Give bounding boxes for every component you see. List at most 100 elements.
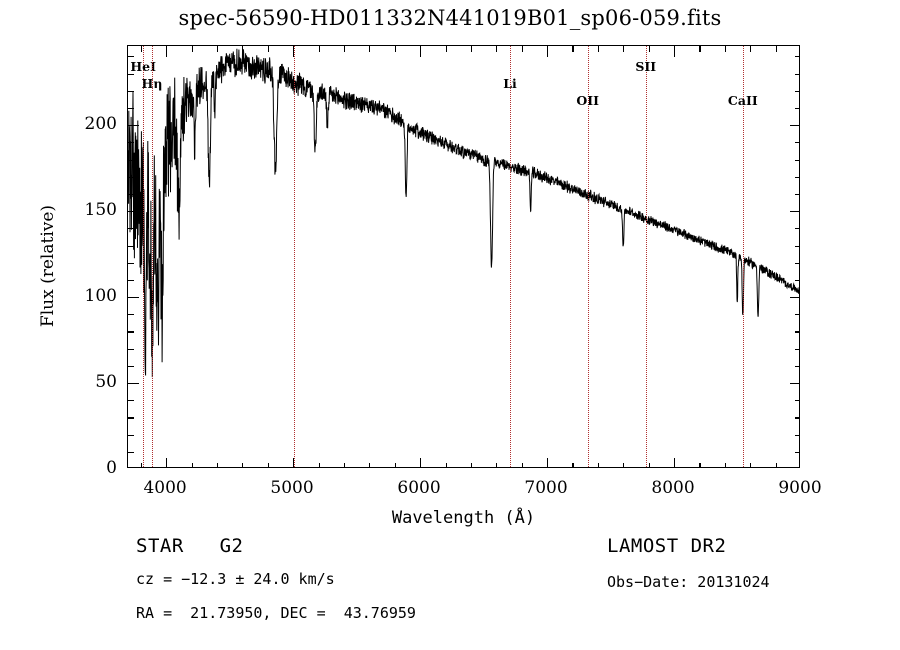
x-tick-top bbox=[572, 46, 574, 52]
x-tick-top bbox=[445, 46, 447, 52]
y-tick-right bbox=[795, 365, 799, 367]
spectral-line-marker bbox=[294, 46, 296, 467]
x-tick-top bbox=[470, 46, 472, 52]
y-tick-left bbox=[128, 56, 134, 58]
y-tick-right bbox=[795, 159, 799, 161]
x-tick-bottom bbox=[699, 463, 701, 467]
spectral-line-label-hei: HeI bbox=[130, 59, 156, 74]
x-tick-bottom bbox=[521, 463, 523, 467]
y-tick-left bbox=[128, 383, 139, 385]
x-tick-bottom bbox=[293, 458, 295, 467]
spectral-line-marker-sii bbox=[645, 46, 647, 467]
x-tick-top bbox=[166, 46, 168, 57]
y-tick-left bbox=[128, 400, 134, 402]
y-tick-left bbox=[128, 417, 134, 419]
y-tick-right bbox=[795, 434, 799, 436]
page-title: spec-56590-HD011332N441019B01_sp06-059.f… bbox=[178, 6, 722, 30]
x-tick-top bbox=[699, 46, 701, 52]
observation-date-text: Obs−Date: 20131024 bbox=[607, 573, 770, 591]
y-tick-right bbox=[795, 56, 799, 58]
x-tick-bottom bbox=[445, 463, 447, 467]
y-tick-right bbox=[795, 90, 799, 92]
x-tick-top bbox=[191, 46, 193, 52]
spectral-line-label-hη: Hη bbox=[141, 76, 163, 91]
y-tick-right bbox=[795, 107, 799, 110]
x-tick-top bbox=[724, 46, 726, 52]
redshift-velocity-text: cz = −12.3 ± 24.0 km/s bbox=[136, 570, 335, 588]
y-tick-left bbox=[128, 193, 134, 196]
spectral-line-marker-hei bbox=[143, 46, 145, 467]
spectral-line-label-oii: OII bbox=[576, 93, 599, 108]
y-tick-left bbox=[128, 176, 134, 178]
y-tick-right bbox=[795, 348, 799, 350]
x-tick-top bbox=[267, 46, 269, 52]
y-tick-left bbox=[128, 107, 134, 110]
x-tick-top bbox=[343, 46, 346, 52]
x-tick-bottom bbox=[216, 463, 219, 467]
y-tick-right bbox=[795, 245, 799, 247]
x-tick-bottom bbox=[470, 463, 472, 467]
x-tick-bottom bbox=[191, 463, 193, 467]
y-tick-left bbox=[128, 245, 134, 247]
x-tick-top bbox=[521, 46, 523, 52]
y-tick-left bbox=[128, 365, 134, 367]
x-tick-top bbox=[318, 46, 320, 52]
y-tick-label: 100 bbox=[84, 286, 117, 307]
y-tick-right bbox=[795, 279, 799, 282]
y-tick-left bbox=[128, 434, 134, 436]
x-tick-bottom bbox=[572, 463, 574, 467]
object-class-text: STAR G2 bbox=[136, 535, 244, 557]
x-tick-label: 5000 bbox=[270, 478, 314, 498]
x-tick-top bbox=[750, 46, 752, 52]
y-tick-right bbox=[790, 125, 799, 127]
x-tick-bottom bbox=[369, 463, 371, 467]
y-tick-left bbox=[128, 73, 134, 75]
x-tick-bottom bbox=[775, 463, 777, 467]
spectral-line-marker-hη bbox=[152, 46, 153, 467]
x-tick-bottom bbox=[724, 463, 726, 467]
x-tick-bottom bbox=[674, 458, 676, 467]
y-tick-left bbox=[128, 262, 134, 264]
y-tick-right bbox=[795, 400, 799, 402]
y-tick-right bbox=[790, 383, 799, 385]
x-tick-top bbox=[597, 46, 599, 52]
spectral-line-label-caii: CaII bbox=[727, 93, 758, 108]
x-tick-bottom bbox=[267, 463, 269, 467]
y-tick-right bbox=[795, 228, 799, 230]
x-tick-bottom bbox=[648, 463, 650, 467]
y-tick-left bbox=[128, 90, 134, 92]
x-tick-bottom bbox=[420, 458, 422, 467]
x-tick-bottom bbox=[750, 463, 752, 467]
y-tick-left bbox=[128, 348, 134, 350]
y-tick-left bbox=[128, 451, 134, 453]
y-tick-left bbox=[128, 297, 139, 299]
x-tick-bottom bbox=[597, 463, 599, 467]
x-tick-bottom bbox=[343, 463, 346, 467]
y-tick-left bbox=[128, 314, 134, 316]
y-tick-right bbox=[795, 314, 799, 316]
x-tick-top bbox=[547, 46, 549, 57]
x-tick-top bbox=[420, 46, 422, 57]
y-tick-right bbox=[795, 142, 799, 144]
x-tick-label: 7000 bbox=[524, 478, 568, 498]
x-tick-bottom bbox=[166, 458, 168, 467]
y-tick-right bbox=[790, 297, 799, 299]
x-tick-label: 4000 bbox=[143, 478, 187, 498]
x-tick-top bbox=[394, 46, 396, 52]
x-tick-label: 6000 bbox=[397, 478, 441, 498]
x-tick-label: 8000 bbox=[651, 478, 695, 498]
y-tick-label: 200 bbox=[84, 114, 117, 135]
x-tick-top bbox=[216, 46, 219, 52]
x-tick-top bbox=[674, 46, 676, 57]
y-tick-right bbox=[795, 73, 799, 75]
x-tick-top bbox=[369, 46, 371, 52]
x-tick-bottom bbox=[242, 463, 244, 467]
plot-frame: HeI Hη Li OII SII CaII bbox=[127, 45, 800, 468]
x-tick-top bbox=[775, 46, 777, 52]
y-tick-left bbox=[128, 211, 139, 213]
survey-name-text: LAMOST DR2 bbox=[607, 535, 727, 557]
y-tick-left bbox=[128, 331, 134, 333]
y-tick-right bbox=[795, 262, 799, 264]
y-tick-left bbox=[128, 228, 134, 230]
